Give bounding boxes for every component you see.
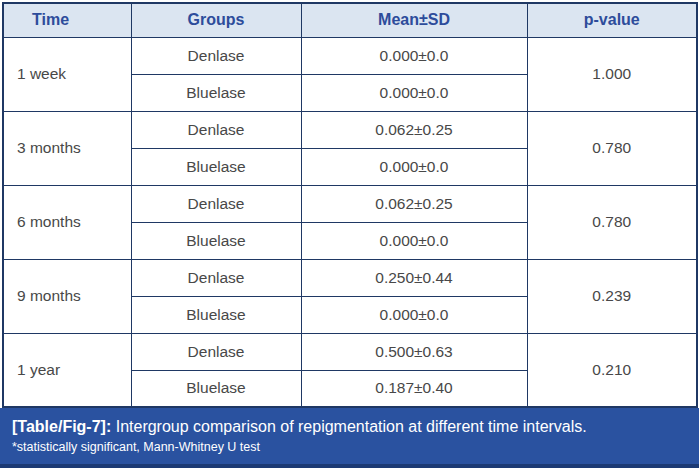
p-value-cell: 0.239	[527, 259, 697, 333]
page: Time Groups Mean±SD p-value 1 weekDenlas…	[0, 0, 699, 468]
time-cell: 1 week	[3, 37, 131, 111]
group-cell: Denlase	[131, 111, 301, 148]
table-row: 6 monthsDenlase0.062±0.250.780	[3, 185, 697, 222]
mean-sd-cell: 0.062±0.25	[301, 185, 527, 222]
mean-sd-cell: 0.000±0.0	[301, 222, 527, 259]
mean-sd-cell: 0.250±0.44	[301, 259, 527, 296]
caption-line: [Table/Fig-7]: Intergroup comparison of …	[12, 417, 687, 437]
group-cell: Bluelase	[131, 296, 301, 333]
column-header-p-value: p-value	[527, 3, 697, 37]
group-cell: Bluelase	[131, 74, 301, 111]
time-cell: 1 year	[3, 333, 131, 407]
table-body: 1 weekDenlase0.000±0.01.000Bluelase0.000…	[3, 37, 697, 407]
group-cell: Bluelase	[131, 148, 301, 185]
mean-sd-cell: 0.500±0.63	[301, 333, 527, 370]
comparison-table: Time Groups Mean±SD p-value 1 weekDenlas…	[2, 2, 698, 408]
mean-sd-cell: 0.187±0.40	[301, 370, 527, 407]
mean-sd-cell: 0.000±0.0	[301, 74, 527, 111]
p-value-cell: 0.210	[527, 333, 697, 407]
table-row: 1 weekDenlase0.000±0.01.000	[3, 37, 697, 74]
group-cell: Denlase	[131, 259, 301, 296]
time-cell: 3 months	[3, 111, 131, 185]
group-cell: Denlase	[131, 333, 301, 370]
time-cell: 9 months	[3, 259, 131, 333]
mean-sd-cell: 0.000±0.0	[301, 296, 527, 333]
header-row: Time Groups Mean±SD p-value	[3, 3, 697, 37]
group-cell: Denlase	[131, 37, 301, 74]
table-caption: [Table/Fig-7]: Intergroup comparison of …	[0, 408, 699, 468]
table-wrapper: Time Groups Mean±SD p-value 1 weekDenlas…	[0, 0, 699, 408]
caption-text: Intergroup comparison of repigmentation …	[111, 418, 587, 435]
column-header-time: Time	[3, 3, 131, 37]
mean-sd-cell: 0.000±0.0	[301, 148, 527, 185]
time-cell: 6 months	[3, 185, 131, 259]
caption-footnote: *statistically significant, Mann-Whitney…	[12, 439, 687, 456]
group-cell: Bluelase	[131, 370, 301, 407]
mean-sd-cell: 0.062±0.25	[301, 111, 527, 148]
group-cell: Denlase	[131, 185, 301, 222]
caption-label: [Table/Fig-7]:	[12, 418, 111, 435]
column-header-groups: Groups	[131, 3, 301, 37]
table-row: 3 monthsDenlase0.062±0.250.780	[3, 111, 697, 148]
group-cell: Bluelase	[131, 222, 301, 259]
column-header-mean-sd: Mean±SD	[301, 3, 527, 37]
p-value-cell: 1.000	[527, 37, 697, 111]
table-row: 9 monthsDenlase0.250±0.440.239	[3, 259, 697, 296]
mean-sd-cell: 0.000±0.0	[301, 37, 527, 74]
table-row: 1 yearDenlase0.500±0.630.210	[3, 333, 697, 370]
p-value-cell: 0.780	[527, 185, 697, 259]
p-value-cell: 0.780	[527, 111, 697, 185]
